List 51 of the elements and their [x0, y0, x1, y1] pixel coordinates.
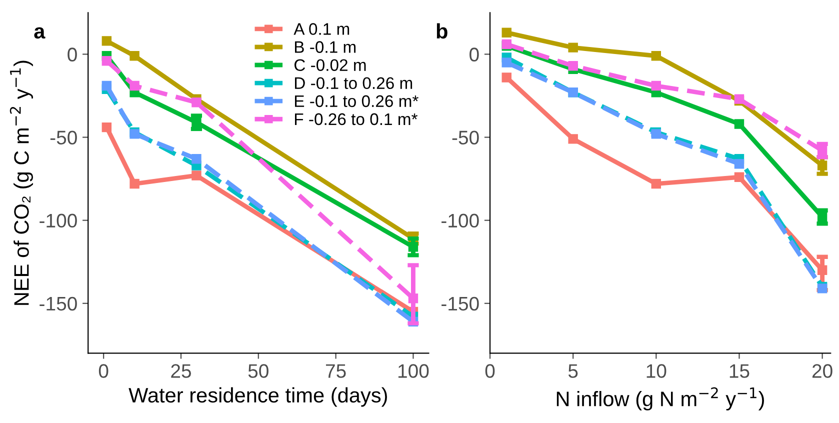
legend-label: F -0.26 to 0.1 m*	[295, 113, 418, 126]
point	[130, 178, 140, 189]
y-tick-label: 0	[68, 48, 77, 62]
x-tick-label: 50	[248, 364, 268, 378]
legend-label: C -0.02 m	[294, 59, 366, 72]
point	[568, 134, 578, 144]
point	[502, 72, 512, 82]
point	[651, 80, 662, 91]
point	[130, 80, 140, 91]
legend-label: A 0.1 m	[294, 23, 350, 35]
point	[651, 178, 662, 189]
x-tick-label: 20	[812, 364, 832, 378]
x-tick-label: 25	[171, 364, 191, 378]
point	[192, 170, 202, 180]
y-tick-label: -100	[442, 214, 479, 228]
x-axis-title: N inflow (g N m$^{−2}$ y$^{−1}$)	[556, 387, 764, 410]
x-tick-label: 100	[398, 364, 429, 378]
point	[734, 172, 744, 182]
point	[192, 98, 202, 108]
point	[568, 60, 578, 71]
point	[502, 28, 512, 38]
x-tick-label: 0	[485, 364, 495, 378]
legend-label: E -0.1 to 0.26 m*	[295, 95, 418, 108]
y-tick-label: -150	[442, 296, 479, 311]
point	[102, 36, 112, 46]
point	[130, 51, 140, 61]
x-tick-label: 75	[326, 364, 346, 378]
point	[502, 58, 512, 68]
x-tick-label: 0	[98, 364, 108, 378]
x-axis-title: Water residence time (days)	[128, 387, 387, 407]
y-tick-label: -150	[40, 296, 77, 311]
point	[102, 122, 112, 132]
y-axis-title: NEE of CO₂ (g C m$^{−2}$ y$^{−1}$)	[10, 60, 33, 305]
y-tick-label: 0	[470, 48, 479, 62]
y-tick-label: -100	[40, 214, 77, 228]
y-tick-label: -50	[50, 130, 77, 145]
x-tick-label: 5	[568, 364, 578, 378]
point	[651, 51, 662, 61]
legend-label: D -0.1 to 0.26 m	[295, 77, 412, 90]
legend-label: B -0.1 m	[295, 41, 356, 53]
point	[734, 119, 744, 129]
x-tick-label: 10	[646, 364, 666, 378]
point	[102, 56, 112, 66]
x-tick-label: 15	[730, 364, 750, 378]
chart-title: b	[436, 23, 448, 39]
y-tick-label: -50	[452, 130, 479, 145]
point	[734, 158, 744, 169]
point	[192, 154, 202, 164]
point	[102, 80, 112, 91]
point	[568, 42, 578, 52]
chart-title: a	[34, 27, 46, 39]
